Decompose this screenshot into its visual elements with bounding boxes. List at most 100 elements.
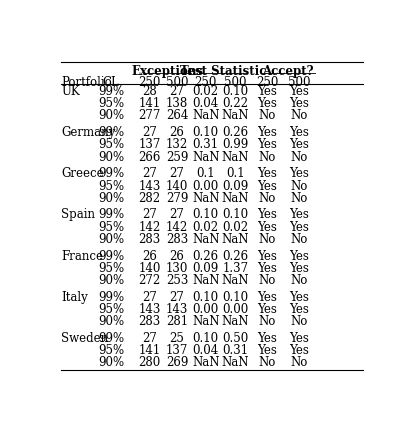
Text: No: No [290,150,307,163]
Text: Yes: Yes [257,331,277,344]
Text: 143: 143 [165,302,188,315]
Text: 130: 130 [165,261,188,274]
Text: 27: 27 [169,167,184,180]
Text: No: No [258,232,275,246]
Text: 0.1: 0.1 [196,167,214,180]
Text: NaN: NaN [192,191,219,204]
Text: 0.10: 0.10 [192,126,218,139]
Text: No: No [290,356,307,369]
Text: No: No [258,273,275,286]
Text: 28: 28 [142,85,157,98]
Text: Greece: Greece [61,167,104,180]
Text: 0.00: 0.00 [192,302,218,315]
Text: 90%: 90% [98,109,124,122]
Text: Yes: Yes [257,138,277,151]
Text: 90%: 90% [98,191,124,204]
Text: NaN: NaN [221,232,249,246]
Text: 500: 500 [165,75,188,89]
Text: 27: 27 [142,126,157,139]
Text: 282: 282 [138,191,160,204]
Text: 0.26: 0.26 [192,249,218,262]
Text: 132: 132 [165,138,188,151]
Text: 141: 141 [138,97,160,110]
Text: 250: 250 [194,75,216,89]
Text: 264: 264 [165,109,188,122]
Text: Yes: Yes [257,167,277,180]
Text: 0.31: 0.31 [222,343,248,356]
Text: 0.00: 0.00 [192,179,218,192]
Text: Yes: Yes [288,261,308,274]
Text: No: No [290,191,307,204]
Text: NaN: NaN [192,273,219,286]
Text: Yes: Yes [288,126,308,139]
Text: Yes: Yes [257,220,277,233]
Text: 27: 27 [169,208,184,221]
Text: 137: 137 [138,138,160,151]
Text: Yes: Yes [257,85,277,98]
Text: 0.10: 0.10 [222,290,248,303]
Text: 140: 140 [138,261,160,274]
Text: 99%: 99% [98,167,124,180]
Text: 137: 137 [165,343,188,356]
Text: 0.02: 0.02 [192,85,218,98]
Text: 99%: 99% [98,290,124,303]
Text: 272: 272 [138,273,160,286]
Text: Yes: Yes [288,290,308,303]
Text: Yes: Yes [288,343,308,356]
Text: No: No [290,232,307,246]
Text: 27: 27 [142,331,157,344]
Text: 0.22: 0.22 [222,97,248,110]
Text: No: No [258,109,275,122]
Text: Yes: Yes [257,208,277,221]
Text: Yes: Yes [257,302,277,315]
Text: 0.26: 0.26 [222,249,248,262]
Text: 27: 27 [169,85,184,98]
Text: NaN: NaN [221,356,249,369]
Text: 99%: 99% [98,249,124,262]
Text: Exceptions: Exceptions [131,65,203,78]
Text: NaN: NaN [192,109,219,122]
Text: CL: CL [102,75,119,89]
Text: NaN: NaN [221,150,249,163]
Text: 90%: 90% [98,150,124,163]
Text: NaN: NaN [192,314,219,328]
Text: NaN: NaN [221,314,249,328]
Text: No: No [258,356,275,369]
Text: 0.09: 0.09 [222,179,248,192]
Text: 283: 283 [138,314,160,328]
Text: 0.26: 0.26 [222,126,248,139]
Text: Yes: Yes [257,249,277,262]
Text: 253: 253 [165,273,188,286]
Text: Yes: Yes [257,290,277,303]
Text: NaN: NaN [221,109,249,122]
Text: NaN: NaN [221,273,249,286]
Text: 95%: 95% [98,343,124,356]
Text: Yes: Yes [257,126,277,139]
Text: 26: 26 [169,126,184,139]
Text: 26: 26 [169,249,184,262]
Text: 99%: 99% [98,126,124,139]
Text: 500: 500 [223,75,246,89]
Text: Yes: Yes [257,261,277,274]
Text: 277: 277 [138,109,160,122]
Text: 27: 27 [142,208,157,221]
Text: 140: 140 [165,179,188,192]
Text: Test Statistic: Test Statistic [180,65,266,78]
Text: 138: 138 [165,97,188,110]
Text: Sweden: Sweden [61,331,108,344]
Text: No: No [258,314,275,328]
Text: No: No [258,150,275,163]
Text: 0.10: 0.10 [222,208,248,221]
Text: 0.02: 0.02 [192,220,218,233]
Text: 0.04: 0.04 [192,343,218,356]
Text: 266: 266 [138,150,160,163]
Text: Portfolio: Portfolio [61,75,112,89]
Text: NaN: NaN [192,232,219,246]
Text: 141: 141 [138,343,160,356]
Text: 500: 500 [287,75,309,89]
Text: Yes: Yes [288,167,308,180]
Text: 27: 27 [142,167,157,180]
Text: 95%: 95% [98,179,124,192]
Text: Germany: Germany [61,126,115,139]
Text: Yes: Yes [257,179,277,192]
